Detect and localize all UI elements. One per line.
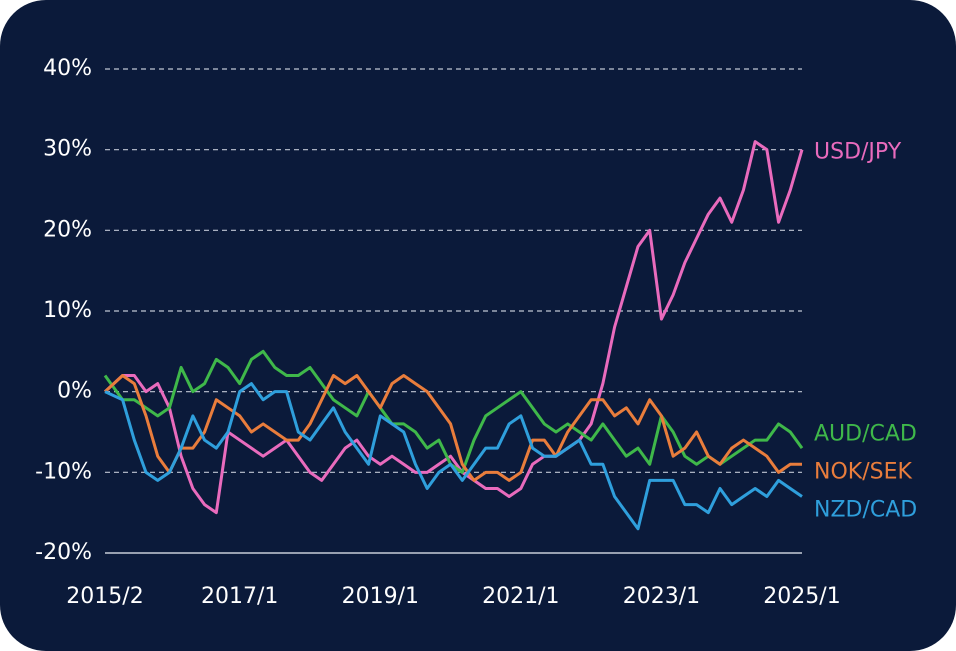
series-line: [103, 374, 802, 482]
legend-label: USD/JPY: [814, 140, 902, 165]
legend-label: NZD/CAD: [814, 498, 917, 523]
y-tick-label: -20%: [35, 540, 92, 565]
x-tick-label: 2025/1: [763, 584, 840, 609]
x-tick-label: 2023/1: [623, 584, 700, 609]
y-tick-label: -10%: [35, 459, 92, 484]
series-line: [103, 349, 804, 474]
y-tick-label: 20%: [43, 217, 92, 242]
legend-label: NOK/SEK: [814, 460, 912, 485]
y-tick-label: 10%: [43, 298, 92, 323]
legend-label: AUD/CAD: [814, 422, 917, 447]
x-tick-label: 2021/1: [482, 584, 559, 609]
series-line: [103, 140, 804, 515]
y-tick-label: 40%: [43, 56, 92, 81]
y-tick-label: 0%: [57, 379, 92, 404]
x-tick-label: 2017/1: [201, 584, 278, 609]
y-tick-label: 30%: [43, 137, 92, 162]
x-tick-label: 2019/1: [342, 584, 419, 609]
series-line: [104, 382, 803, 531]
x-tick-label: 2015/2: [66, 584, 143, 609]
